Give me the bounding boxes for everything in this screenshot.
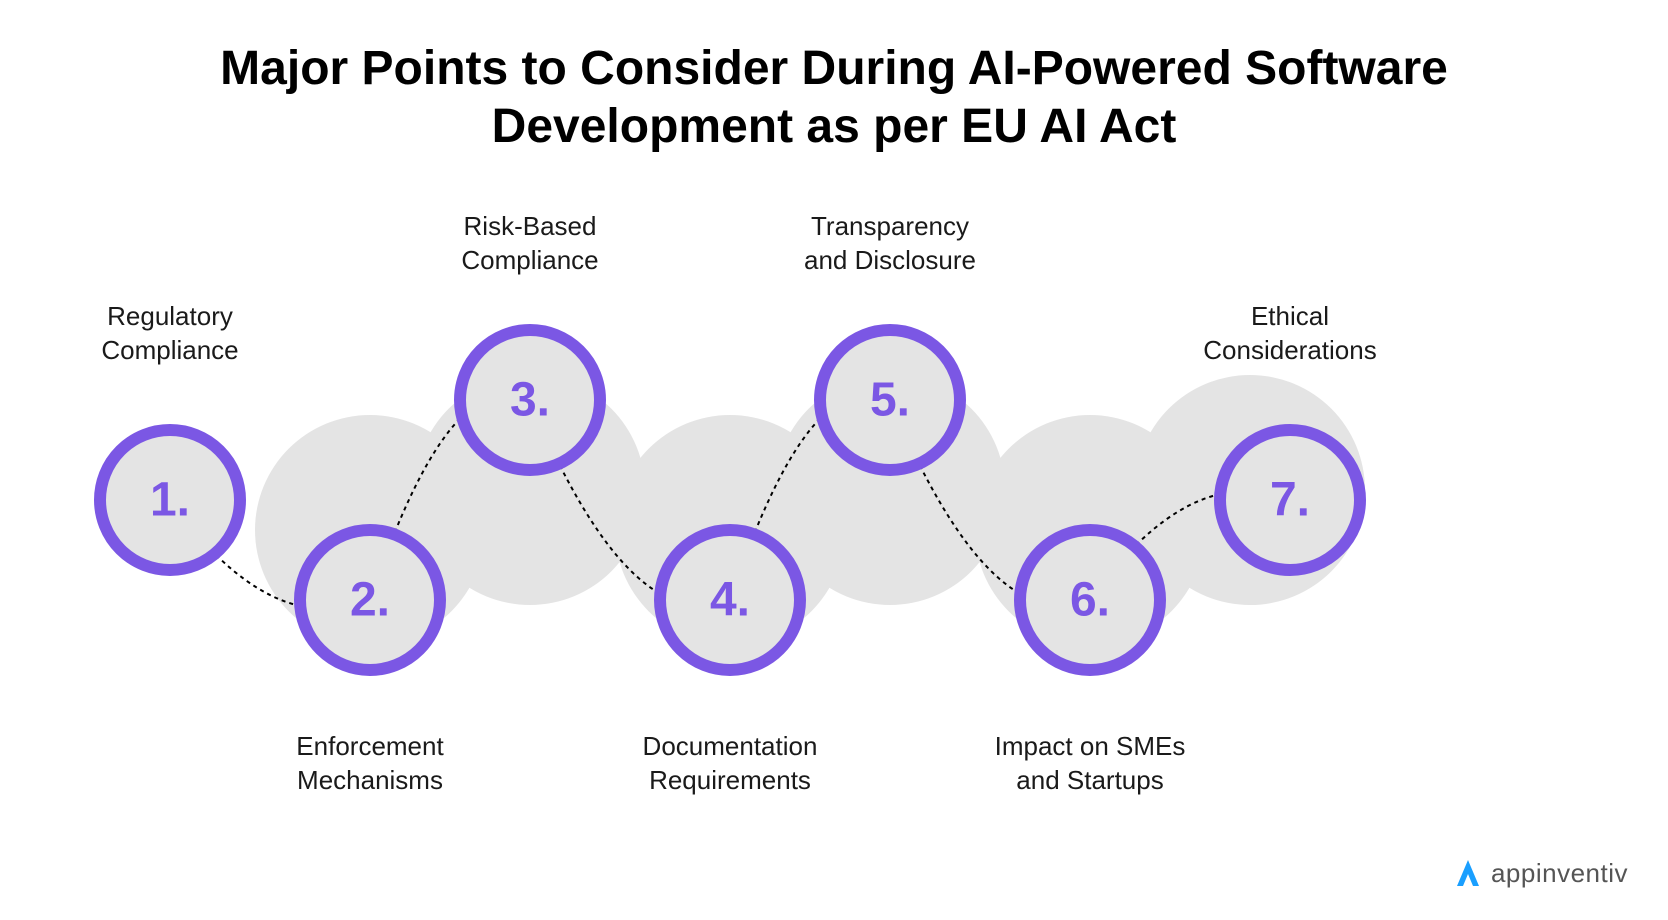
node-number-2: 2. [350, 574, 390, 627]
node-label-5: Transparencyand Disclosure [760, 210, 1020, 278]
infographic-page: Major Points to Consider During AI-Power… [0, 0, 1668, 920]
node-label-4: DocumentationRequirements [600, 730, 860, 798]
node-label-1-line-2: Compliance [40, 334, 300, 368]
node-7: 7. [1220, 430, 1360, 570]
node-number-6: 6. [1070, 574, 1110, 627]
node-3: 3. [460, 330, 600, 470]
node-label-2-line-2: Mechanisms [240, 764, 500, 798]
node-4: 4. [660, 530, 800, 670]
node-label-1: RegulatoryCompliance [40, 300, 300, 368]
node-label-3-line-1: Risk-Based [400, 210, 660, 244]
node-label-5-line-2: and Disclosure [760, 244, 1020, 278]
node-label-6-line-1: Impact on SMEs [960, 730, 1220, 764]
node-label-7: EthicalConsiderations [1160, 300, 1420, 368]
node-1: 1. [100, 430, 240, 570]
brand: appinventiv [1451, 856, 1628, 890]
node-label-3: Risk-BasedCompliance [400, 210, 660, 278]
node-label-3-line-2: Compliance [400, 244, 660, 278]
node-2: 2. [300, 530, 440, 670]
node-number-3: 3. [510, 374, 550, 427]
node-number-4: 4. [710, 574, 750, 627]
node-label-2: EnforcementMechanisms [240, 730, 500, 798]
node-label-7-line-2: Considerations [1160, 334, 1420, 368]
node-label-4-line-2: Requirements [600, 764, 860, 798]
node-5: 5. [820, 330, 960, 470]
brand-text: appinventiv [1491, 858, 1628, 889]
node-number-1: 1. [150, 474, 190, 527]
node-label-6-line-2: and Startups [960, 764, 1220, 798]
node-label-1-line-1: Regulatory [40, 300, 300, 334]
node-label-7-line-1: Ethical [1160, 300, 1420, 334]
node-label-6: Impact on SMEsand Startups [960, 730, 1220, 798]
node-6: 6. [1020, 530, 1160, 670]
node-label-5-line-1: Transparency [760, 210, 1020, 244]
node-number-5: 5. [870, 374, 910, 427]
node-number-7: 7. [1270, 474, 1310, 527]
brand-logo-icon [1451, 856, 1485, 890]
node-label-2-line-1: Enforcement [240, 730, 500, 764]
node-label-4-line-1: Documentation [600, 730, 860, 764]
